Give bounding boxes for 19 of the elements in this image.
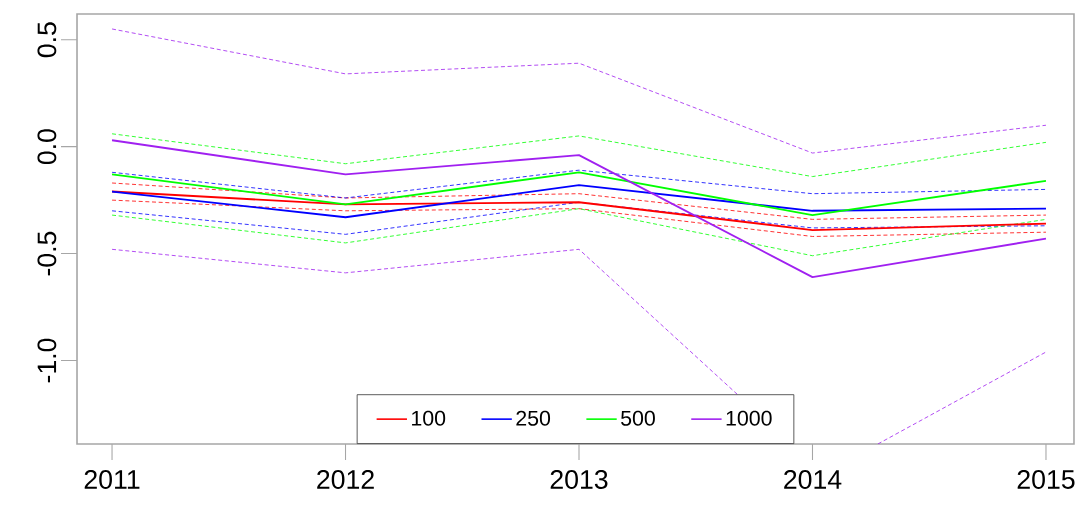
y-tick-label: -0.5 xyxy=(37,231,57,276)
legend-label: 250 xyxy=(516,410,551,426)
y-tick-label: -1.0 xyxy=(37,338,57,383)
x-tick-label: 2011 xyxy=(84,470,140,489)
line-series xyxy=(111,171,1047,217)
line-series xyxy=(111,169,1047,199)
x-tick-label: 2015 xyxy=(1017,470,1075,489)
y-tick-label: 0.0 xyxy=(37,129,57,165)
x-tick-label: 2012 xyxy=(317,470,374,489)
line-series xyxy=(111,28,1047,154)
x-tick-label: 2014 xyxy=(784,470,842,489)
legend-label: 100 xyxy=(412,410,446,426)
x-tick-label: 2013 xyxy=(550,470,608,489)
y-tick-label: 0.5 xyxy=(37,22,57,58)
legend-label: 500 xyxy=(621,410,655,426)
line-series xyxy=(111,133,1047,177)
legend-label: 1000 xyxy=(726,410,772,426)
line-series xyxy=(111,208,1047,257)
line-series xyxy=(111,139,1047,279)
